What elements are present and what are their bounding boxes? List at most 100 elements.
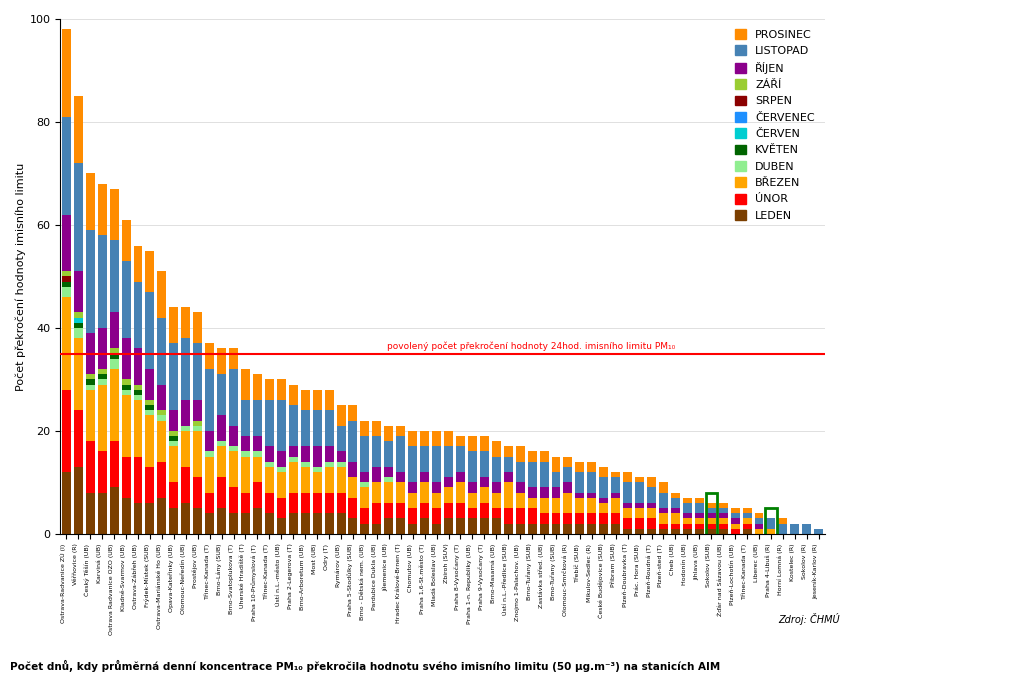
Bar — [552, 523, 560, 534]
Bar — [432, 523, 441, 534]
Bar — [552, 513, 560, 523]
Bar — [420, 482, 429, 503]
Bar — [504, 472, 513, 482]
Bar — [373, 420, 381, 436]
Bar — [97, 328, 106, 369]
Bar — [145, 369, 155, 400]
Bar — [432, 508, 441, 523]
Bar — [122, 379, 130, 385]
Bar — [778, 519, 787, 523]
Bar — [719, 508, 728, 513]
Bar — [145, 503, 155, 534]
Bar — [707, 519, 716, 523]
Bar — [516, 523, 524, 534]
Bar — [766, 529, 775, 534]
Bar — [181, 338, 190, 400]
Bar — [755, 519, 764, 523]
Bar — [133, 246, 142, 282]
Bar — [348, 477, 357, 498]
Bar — [133, 456, 142, 503]
Bar — [205, 456, 214, 493]
Bar — [552, 456, 560, 472]
Bar — [74, 323, 83, 328]
Bar — [86, 493, 95, 534]
Bar — [671, 523, 680, 529]
Bar — [563, 456, 572, 467]
Bar — [217, 374, 226, 416]
Bar — [492, 508, 501, 519]
Bar — [599, 503, 608, 513]
Bar — [312, 390, 322, 410]
Bar — [229, 487, 238, 513]
Bar — [86, 379, 95, 385]
Bar — [635, 477, 644, 482]
Bar — [348, 498, 357, 519]
Bar — [229, 349, 238, 369]
Bar — [624, 482, 632, 503]
Text: Počet dnů, kdy průměrná denní koncentrace PM₁₀ překročila hodnotu svého imisního: Počet dnů, kdy průměrná denní koncentrac… — [10, 660, 721, 672]
Bar — [707, 503, 716, 508]
Bar — [432, 482, 441, 493]
Bar — [194, 313, 202, 343]
Bar — [97, 379, 106, 385]
Bar — [563, 523, 572, 534]
Bar — [611, 472, 621, 477]
Bar — [276, 472, 286, 498]
Bar — [194, 431, 202, 477]
Bar — [253, 508, 262, 534]
Bar — [301, 513, 309, 534]
Bar — [635, 503, 644, 508]
Bar — [624, 519, 632, 529]
Bar — [695, 513, 703, 519]
Bar — [492, 482, 501, 493]
Bar — [456, 436, 465, 446]
Bar — [420, 519, 429, 534]
Bar — [360, 420, 370, 436]
Bar — [373, 436, 381, 467]
Bar — [145, 250, 155, 292]
Bar — [241, 493, 250, 513]
Bar — [110, 349, 119, 353]
Bar — [504, 446, 513, 456]
Bar — [133, 400, 142, 456]
Bar — [480, 503, 488, 519]
Bar — [205, 452, 214, 456]
Bar — [456, 482, 465, 503]
Bar — [229, 513, 238, 534]
Bar — [444, 477, 453, 487]
Bar — [409, 482, 417, 493]
Bar — [265, 493, 273, 513]
Bar — [133, 349, 142, 385]
Bar — [742, 508, 752, 513]
Bar — [158, 498, 166, 534]
Bar — [671, 498, 680, 508]
Bar — [312, 410, 322, 446]
Bar — [468, 519, 477, 534]
Bar — [110, 487, 119, 534]
Bar — [158, 462, 166, 498]
Bar — [575, 462, 585, 472]
Bar — [110, 441, 119, 487]
Bar — [671, 529, 680, 534]
Bar — [671, 513, 680, 523]
Bar — [337, 493, 345, 513]
Bar — [86, 333, 95, 374]
Bar — [624, 508, 632, 519]
Bar — [695, 519, 703, 523]
Bar — [169, 436, 178, 441]
Bar — [516, 493, 524, 508]
Bar — [229, 446, 238, 452]
Bar — [588, 523, 596, 534]
Bar — [791, 523, 800, 534]
Bar — [122, 390, 130, 395]
Bar — [432, 431, 441, 446]
Bar — [755, 529, 764, 534]
Bar — [325, 462, 334, 467]
Bar — [742, 519, 752, 523]
Bar — [110, 313, 119, 349]
Bar — [396, 426, 406, 436]
Bar — [707, 523, 716, 529]
Bar — [719, 513, 728, 519]
Bar — [133, 503, 142, 534]
Bar — [61, 215, 71, 271]
